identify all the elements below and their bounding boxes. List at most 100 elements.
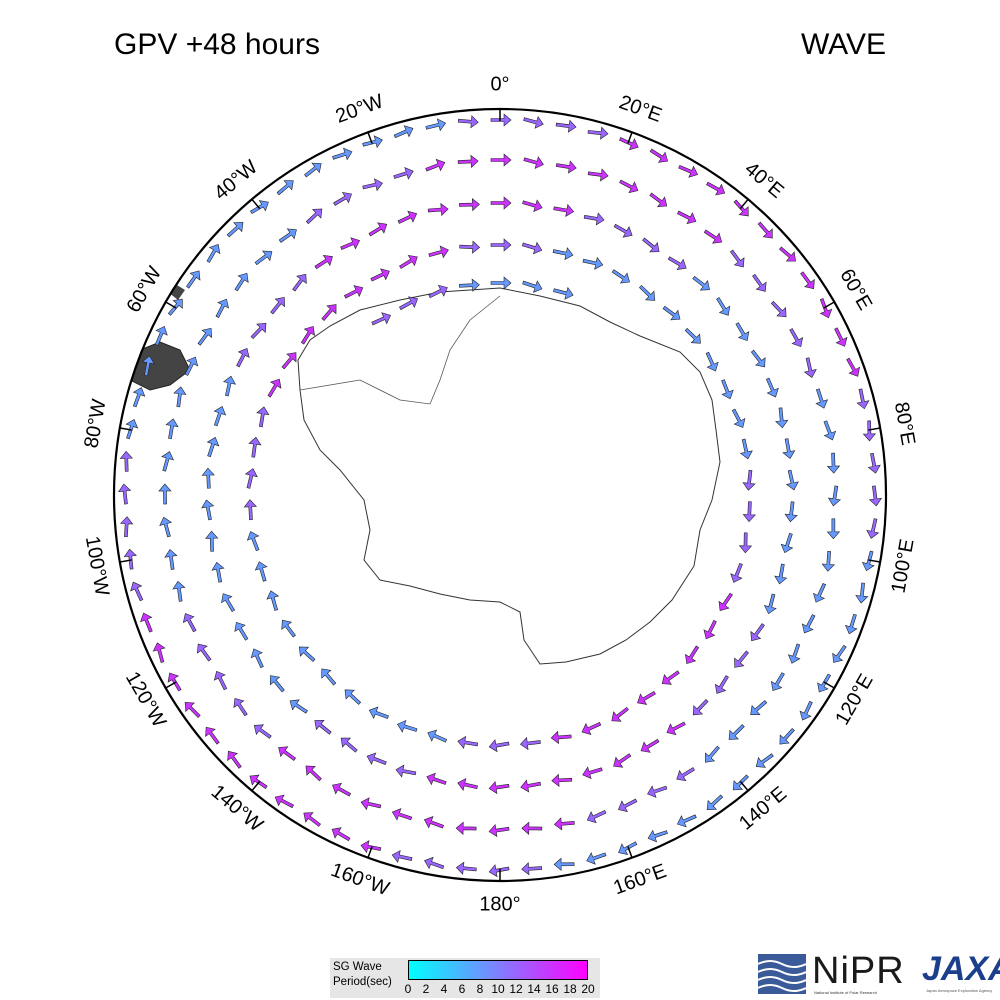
wave-arrow bbox=[425, 158, 446, 172]
wave-arrow bbox=[523, 115, 544, 129]
wave-arrow bbox=[647, 785, 668, 798]
wave-arrow bbox=[278, 228, 297, 243]
wave-arrow bbox=[428, 284, 448, 299]
wave-arrow bbox=[721, 379, 734, 400]
period-legend: SG Wave Period(sec) 0 2 4 6 8 10 12 14 16 18 20 bbox=[330, 958, 600, 998]
wave-arrow bbox=[586, 810, 607, 824]
antarctica-coastline bbox=[129, 282, 721, 665]
wave-arrow bbox=[427, 729, 448, 743]
meridian-label: 80°W bbox=[80, 397, 110, 449]
wave-arrow bbox=[739, 438, 753, 460]
wave-arrow bbox=[639, 284, 656, 301]
wave-arrow bbox=[649, 192, 668, 208]
wave-arrow bbox=[125, 418, 139, 440]
wave-arrow bbox=[213, 670, 228, 691]
logos: NiPR National Institute of Polar Researc… bbox=[758, 950, 1000, 998]
wave-arrow bbox=[233, 698, 248, 717]
wave-arrow bbox=[862, 420, 877, 442]
wave-arrow bbox=[488, 823, 510, 838]
wave-arrow bbox=[784, 501, 798, 523]
meridian-tick bbox=[739, 781, 749, 792]
meridian-label: 60°E bbox=[835, 265, 876, 314]
wave-arrow bbox=[117, 483, 132, 505]
wave-arrow bbox=[236, 348, 250, 368]
jaxa-logo-text: JAXA bbox=[922, 950, 1000, 988]
wave-arrow bbox=[752, 273, 767, 292]
wave-arrow bbox=[184, 701, 201, 718]
wave-arrow bbox=[637, 690, 656, 705]
wave-arrow bbox=[522, 199, 543, 213]
wave-arrow bbox=[362, 178, 383, 192]
wave-arrow bbox=[775, 407, 789, 429]
meridian-tick bbox=[251, 781, 261, 792]
wave-arrow bbox=[459, 197, 480, 212]
wave-arrow bbox=[205, 530, 219, 552]
wave-arrow bbox=[399, 254, 418, 269]
wave-arrow bbox=[750, 700, 768, 716]
wave-arrow bbox=[340, 737, 358, 753]
wave-arrow bbox=[267, 378, 282, 398]
meridian-tick bbox=[627, 132, 633, 144]
wave-arrow bbox=[677, 210, 697, 225]
wave-arrow bbox=[197, 327, 213, 346]
meridian-label: 40°E bbox=[740, 158, 788, 203]
wave-arrow bbox=[523, 156, 544, 170]
wave-arrow bbox=[305, 208, 323, 225]
wave-arrow bbox=[846, 357, 860, 377]
wave-arrow bbox=[716, 297, 731, 316]
wave-arrow bbox=[254, 561, 268, 582]
wave-arrow bbox=[344, 689, 362, 705]
wave-arrow bbox=[226, 222, 244, 238]
wave-arrow bbox=[785, 469, 799, 491]
meridian-label: 20°W bbox=[333, 90, 387, 128]
wave-arrow bbox=[164, 549, 178, 570]
wave-arrow bbox=[844, 613, 858, 635]
wave-arrow bbox=[826, 452, 841, 474]
wave-arrow bbox=[611, 269, 630, 284]
wave-arrow bbox=[234, 272, 249, 292]
wave-arrow bbox=[705, 745, 720, 763]
wave-arrow bbox=[649, 148, 669, 163]
wave-arrow bbox=[201, 467, 215, 489]
wave-arrow bbox=[360, 840, 382, 854]
wave-arrow bbox=[201, 499, 215, 521]
wave-arrow bbox=[132, 387, 146, 408]
wave-arrow bbox=[815, 388, 829, 409]
meridian-tick bbox=[165, 681, 177, 689]
wave-arrow bbox=[244, 468, 258, 489]
wave-arrow bbox=[281, 352, 297, 370]
wave-arrow bbox=[738, 532, 753, 554]
wave-arrow bbox=[256, 406, 270, 428]
wave-arrow bbox=[248, 436, 262, 458]
wave-arrow bbox=[703, 229, 723, 244]
wave-arrow bbox=[391, 849, 413, 863]
wave-arrow bbox=[423, 816, 444, 829]
wave-arrow bbox=[158, 483, 172, 505]
wave-arrow bbox=[206, 244, 221, 263]
wave-arrow bbox=[821, 550, 835, 572]
wave-arrow bbox=[763, 593, 777, 615]
wave-arrow bbox=[774, 563, 788, 585]
wave-arrow bbox=[662, 305, 681, 321]
wave-arrow bbox=[666, 721, 686, 736]
wave-arrow bbox=[832, 644, 847, 663]
wave-arrow bbox=[729, 249, 745, 268]
wave-arrow bbox=[640, 738, 660, 753]
south-america-tip bbox=[129, 341, 191, 391]
wave-arrow bbox=[457, 115, 479, 129]
wave-arrow bbox=[779, 246, 796, 262]
wave-arrow bbox=[521, 241, 543, 255]
wave-arrow bbox=[393, 166, 414, 180]
wave-arrow bbox=[457, 154, 479, 169]
nipr-logo-text: NiPR bbox=[812, 950, 905, 992]
wave-arrow bbox=[161, 451, 175, 472]
map-field-label: WAVE bbox=[800, 28, 886, 61]
wave-arrow bbox=[395, 764, 417, 778]
wave-arrow bbox=[678, 164, 699, 178]
wave-arrow bbox=[520, 779, 542, 793]
meridian-label: 100°W bbox=[81, 534, 113, 597]
wave-arrow bbox=[215, 298, 230, 318]
wave-arrow bbox=[553, 857, 575, 871]
wave-arrow bbox=[856, 388, 870, 410]
wave-arrow bbox=[426, 772, 447, 786]
